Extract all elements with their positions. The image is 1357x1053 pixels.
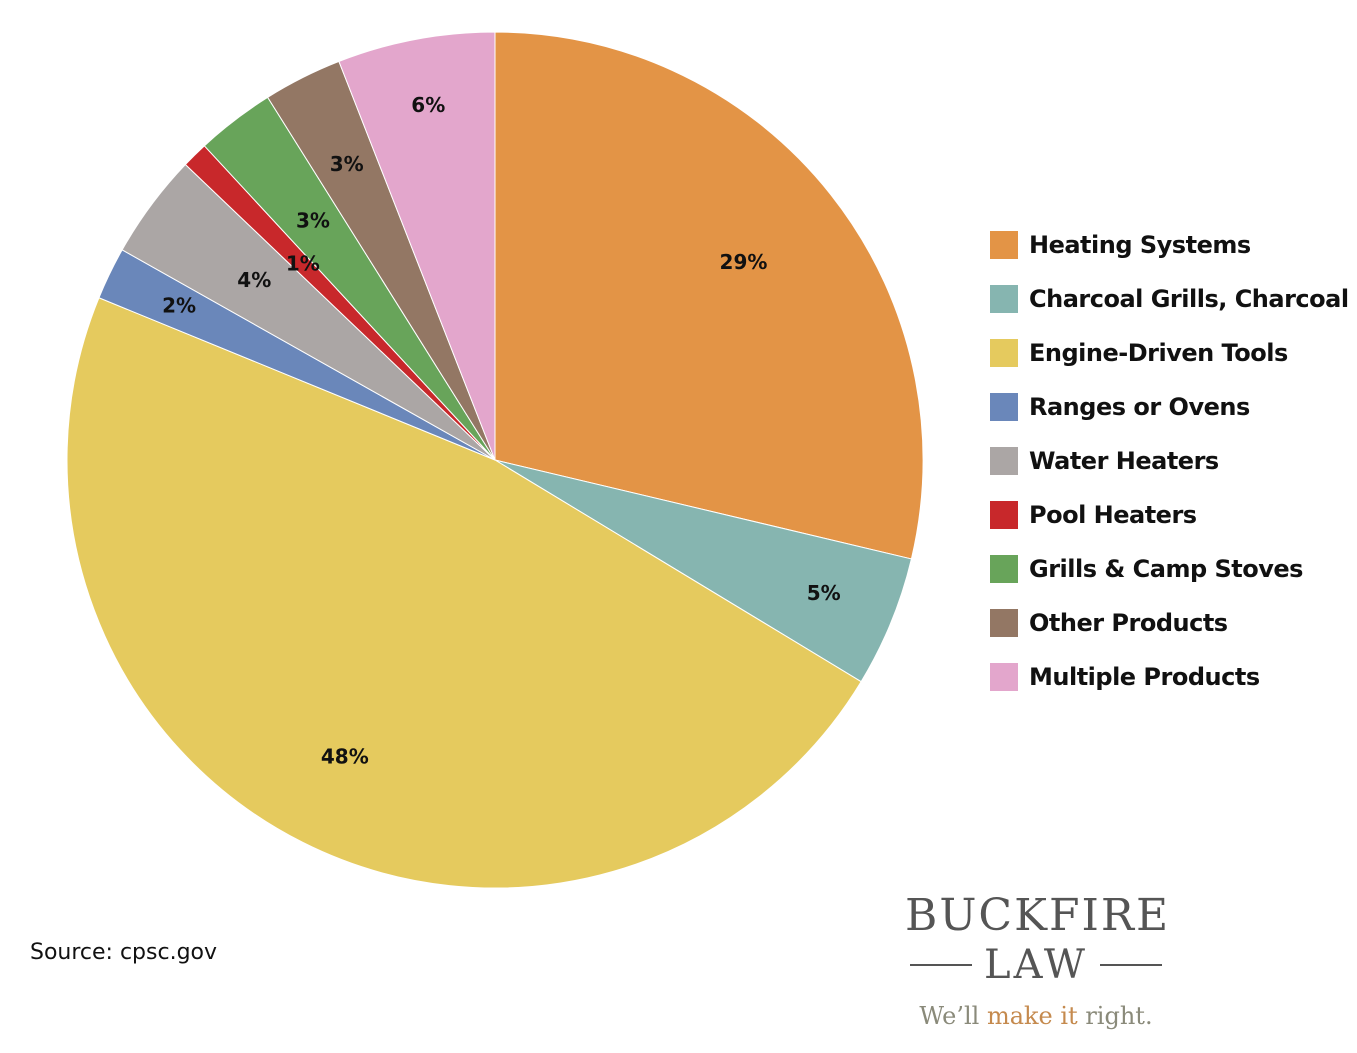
pie-label-ranges-or-ovens: 2%	[162, 294, 196, 318]
legend-item-water-heaters: Water Heaters	[990, 434, 1352, 488]
logo-tagline: We’ll make it right.	[905, 1002, 1167, 1030]
logo-tagline-pre: We’ll	[919, 1002, 987, 1030]
pie-label-pool-heaters: 1%	[286, 251, 320, 275]
legend-item-charcoal-grills-charcoal: Charcoal Grills, Charcoal	[990, 272, 1352, 326]
pie-value-labels: 29% 5% 48% 2% 4% 1% 3% 3% 6%	[162, 93, 841, 768]
legend-swatch	[990, 447, 1018, 475]
legend-label: Ranges or Ovens	[1029, 393, 1250, 421]
legend-label: Pool Heaters	[1029, 501, 1197, 529]
pie-slices	[66, 31, 924, 889]
legend-item-grills-and-camp-stoves: Grills & Camp Stoves	[990, 542, 1352, 596]
pie-label-heating-systems: 29%	[720, 250, 768, 274]
legend-item-engine-driven-tools: Engine-Driven Tools	[990, 326, 1352, 380]
legend-label: Heating Systems	[1029, 231, 1251, 259]
logo-tagline-accent: make it	[986, 1002, 1078, 1030]
pie-label-other-products: 3%	[330, 152, 364, 176]
pie-label-engine-driven-tools: 48%	[321, 745, 369, 769]
logo-tagline-post: right.	[1077, 1002, 1153, 1030]
legend-swatch	[990, 339, 1018, 367]
legend-swatch	[990, 393, 1018, 421]
buckfire-law-logo: BUCKFIRE LAW We’ll make it right.	[905, 890, 1171, 1030]
logo-rule-right	[1099, 964, 1162, 966]
logo-sub: LAW	[984, 942, 1088, 988]
pie-slice-multiple-products	[338, 31, 496, 461]
legend-swatch	[990, 609, 1018, 637]
logo-sub-row: LAW	[905, 942, 1167, 988]
legend-label: Engine-Driven Tools	[1029, 339, 1288, 367]
pie-label-grills-and-camp-stoves: 3%	[296, 209, 330, 233]
legend-item-multiple-products: Multiple Products	[990, 650, 1352, 704]
pie-label-water-heaters: 4%	[237, 268, 271, 292]
legend-swatch	[990, 501, 1018, 529]
legend-label: Other Products	[1029, 609, 1228, 637]
legend: Heating Systems Charcoal Grills, Charcoal…	[990, 218, 1352, 704]
legend-swatch	[990, 285, 1018, 313]
pie-label-charcoal-grills-charcoal: 5%	[807, 581, 841, 605]
legend-swatch	[990, 663, 1018, 691]
pie-label-multiple-products: 6%	[411, 93, 445, 117]
pie-slice-heating-systems	[494, 31, 924, 560]
legend-swatch	[990, 555, 1018, 583]
legend-label: Multiple Products	[1029, 663, 1260, 691]
pie-slice-engine-driven-tools	[66, 297, 862, 889]
legend-label: Water Heaters	[1029, 447, 1219, 475]
legend-label: Grills & Camp Stoves	[1029, 555, 1303, 583]
pie-chart: 29% 5% 48% 2% 4% 1% 3% 3% 6%	[66, 31, 924, 889]
legend-item-heating-systems: Heating Systems	[990, 218, 1352, 272]
logo-name: BUCKFIRE	[905, 890, 1171, 941]
legend-swatch	[990, 231, 1018, 259]
source-note: Source: cpsc.gov	[30, 940, 218, 965]
legend-item-pool-heaters: Pool Heaters	[990, 488, 1352, 542]
legend-item-other-products: Other Products	[990, 596, 1352, 650]
legend-item-ranges-or-ovens: Ranges or Ovens	[990, 380, 1352, 434]
legend-label: Charcoal Grills, Charcoal	[1029, 285, 1349, 313]
logo-rule-left	[910, 964, 973, 966]
